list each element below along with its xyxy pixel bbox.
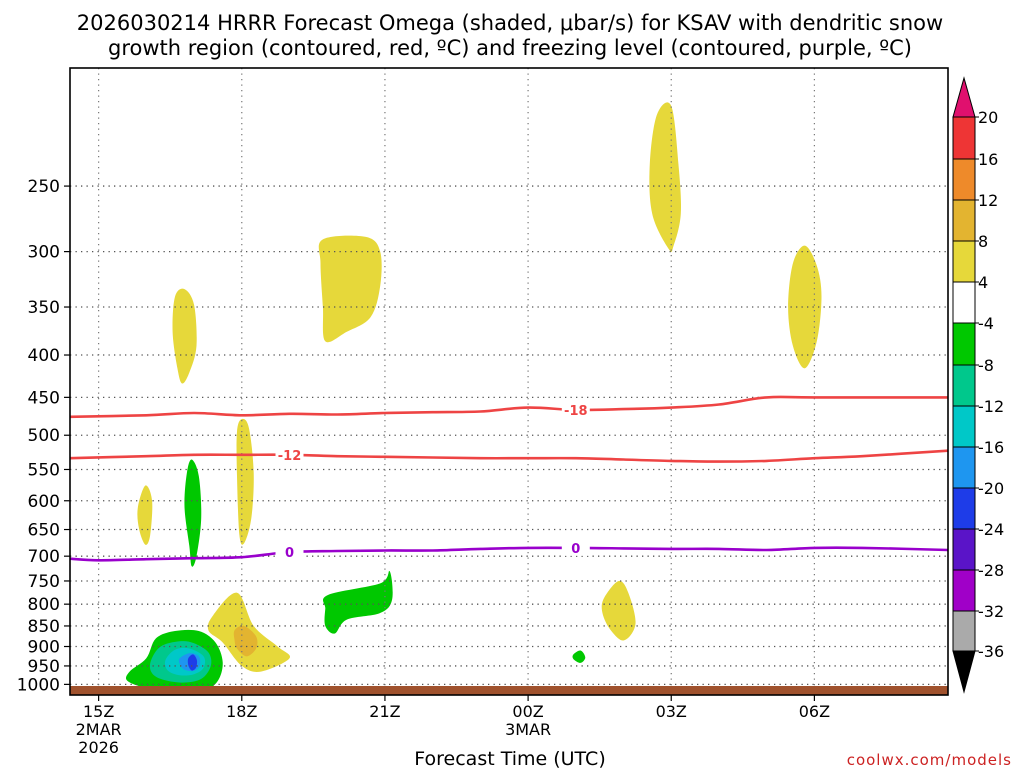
y-tick-label-450: 450 (28, 388, 60, 408)
y-tick-label-250: 250 (28, 177, 60, 197)
colorbar-bin-0 (952, 116, 976, 160)
y-tick-label-650: 650 (28, 521, 60, 541)
y-axis: 2503003504004505005506006507007508008509… (17, 177, 70, 695)
contour-line-1 (69, 449, 949, 463)
omega-region-7 (233, 625, 258, 657)
y-tick-label-700: 700 (28, 547, 60, 567)
ground-strip (70, 686, 948, 695)
colorbar-bin-8 (952, 446, 976, 489)
omega-region-16 (187, 654, 198, 671)
colorbar-label-4: 4 (978, 273, 988, 292)
colorbar-label-1: 16 (978, 150, 998, 169)
colorbar-label-13: -36 (978, 642, 1004, 661)
omega-region-10 (322, 570, 393, 634)
colorbar-label-11: -28 (978, 561, 1004, 580)
x-tick-label-9-1: 3MAR (505, 720, 551, 739)
y-tick-label-900: 900 (28, 638, 60, 658)
contour-label-0-0: -18 (564, 404, 588, 419)
omega-region-11 (572, 650, 586, 663)
y-tick-label-800: 800 (28, 595, 60, 615)
colorbar-bin-9 (952, 487, 976, 530)
x-tick-label-9-0: 00Z (512, 702, 543, 721)
x-tick-label-6-0: 21Z (369, 702, 400, 721)
omega-region-2 (649, 102, 682, 252)
contour-label-1-0: -12 (278, 449, 302, 464)
grid-lines (70, 68, 948, 695)
colorbar-bin-7 (952, 405, 976, 448)
contour-lines: -18 -12 0 0 (69, 395, 949, 562)
contour-label-bg-2-1 (561, 539, 590, 556)
colorbar-label-5: -4 (978, 314, 994, 333)
chart-title-line2: growth region (contoured, red, ºC) and f… (108, 36, 912, 60)
plot-border (69, 67, 949, 696)
y-tick-label-350: 350 (28, 298, 60, 318)
x-axis-title: Forecast Time (UTC) (414, 748, 605, 768)
chart-title-line1: 2026030214 HRRR Forecast Omega (shaded, … (77, 11, 943, 35)
contour-label-bg-2-0 (275, 544, 304, 561)
colorbar-label-0: 20 (978, 108, 998, 127)
x-tick-label-0-1: 2MAR (76, 720, 122, 739)
colorbar: 20 16 12 8 4 -4 -8 -12 -16 -20 -24 -28 -32 -36 (952, 76, 1004, 694)
colorbar-bin-4 (952, 281, 976, 324)
contour-label-bg-1-0 (275, 446, 304, 463)
omega-region-5 (137, 485, 153, 545)
contour-line-2 (69, 546, 949, 562)
colorbar-label-2: 12 (978, 191, 998, 210)
y-tick-label-500: 500 (28, 426, 60, 446)
y-tick-label-850: 850 (28, 617, 60, 637)
contour-line-0 (69, 395, 948, 419)
colorbar-bin-10 (952, 528, 976, 571)
y-tick-label-1000: 1000 (17, 675, 60, 695)
y-tick-label-750: 750 (28, 572, 60, 592)
x-tick-label-15-0: 06Z (799, 702, 830, 721)
plot-area (70, 68, 948, 695)
x-tick-label-0-0: 15Z (83, 702, 114, 721)
colorbar-bin-1 (952, 158, 976, 201)
y-tick-label-400: 400 (28, 346, 60, 366)
y-tick-label-600: 600 (28, 492, 60, 512)
colorbar-bin-12 (952, 610, 976, 652)
colorbar-label-10: -24 (978, 520, 1004, 539)
colorbar-label-12: -32 (978, 602, 1004, 621)
omega-region-0 (172, 288, 197, 384)
plot-frame (69, 67, 949, 696)
colorbar-label-8: -16 (978, 438, 1004, 457)
x-tick-label-3-0: 18Z (226, 702, 257, 721)
ground-bar (70, 686, 948, 695)
omega-region-3 (788, 245, 822, 369)
contour-label-2-0: 0 (285, 546, 294, 561)
omega-region-4 (236, 418, 254, 545)
colorbar-bin-3 (952, 240, 976, 283)
colorbar-bin-2 (952, 199, 976, 242)
plot-background (70, 68, 948, 695)
contour-label-2-1: 0 (571, 542, 580, 557)
colorbar-top-arrow (952, 76, 976, 118)
colorbar-bin-5 (952, 322, 976, 366)
x-tick-label-0-2: 2026 (78, 738, 119, 757)
colorbar-bin-11 (952, 569, 976, 612)
colorbar-label-3: 8 (978, 232, 988, 251)
y-tick-label-300: 300 (28, 243, 60, 263)
y-tick-label-950: 950 (28, 657, 60, 677)
colorbar-bottom-arrow (952, 650, 976, 694)
y-tick-label-550: 550 (28, 460, 60, 480)
colorbar-bin-6 (952, 364, 976, 407)
contour-label-bg-0-0 (561, 401, 590, 418)
colorbar-label-7: -12 (978, 397, 1004, 416)
colorbar-label-9: -20 (978, 479, 1004, 498)
omega-region-9 (184, 459, 202, 567)
credit-text: coolwx.com/models (847, 751, 1012, 768)
x-tick-label-12-0: 03Z (656, 702, 687, 721)
colorbar-label-6: -8 (978, 356, 994, 375)
omega-region-1 (318, 235, 382, 343)
